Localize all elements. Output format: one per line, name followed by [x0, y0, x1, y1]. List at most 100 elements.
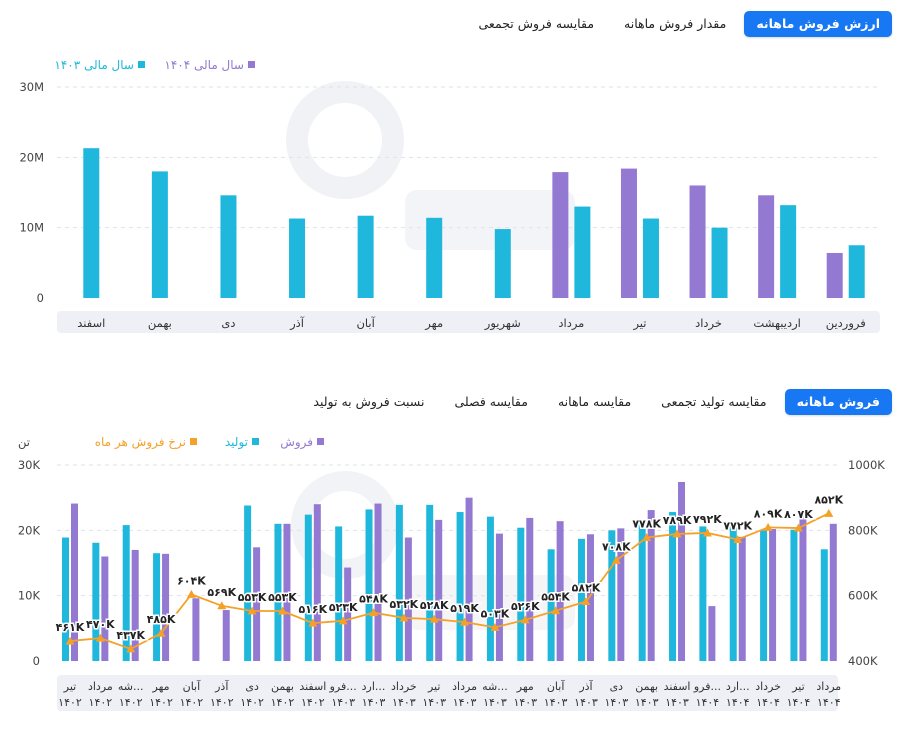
x-tick-year: ۱۴۰۳: [605, 696, 629, 709]
x-tick-label: مرداد: [452, 680, 477, 693]
tab-cumulative-production-comparison[interactable]: مقایسه تولید تجمعی: [661, 394, 767, 409]
production-bar: [669, 512, 677, 661]
x-tick-label: اسفند: [664, 680, 691, 693]
y-tick-label: 0: [37, 291, 44, 305]
x-tick-label: فرو...: [693, 680, 721, 693]
x-tick-label: مهر: [424, 316, 443, 331]
tab-monthly-sales-quantity[interactable]: مقدار فروش ماهانه: [624, 16, 727, 31]
x-tick-year: ۱۴۰۳: [635, 696, 659, 709]
production-bar: [426, 504, 434, 661]
price-data-label: ۵۰۳K: [481, 607, 510, 620]
legend-swatch: [252, 438, 259, 445]
monthly-sales-value-chart: 0 10M 20M 30M فروردین اردیبهشت خرداد تیر مرداد شه…: [19, 58, 880, 333]
x-tick-year: ۱۴۰۲: [210, 696, 234, 709]
tab-seasonal-comparison[interactable]: مقایسه فصلی: [454, 394, 528, 409]
x-tick-year: ۱۴۰۳: [453, 696, 477, 709]
tab-sales-to-production-ratio[interactable]: نسبت فروش به تولید: [313, 394, 425, 409]
price-data-label: ۴۳۷K: [116, 629, 145, 642]
x-tick-label: شه...: [482, 680, 508, 693]
bar-1403: [289, 218, 306, 298]
x-tick-label: خرداد: [391, 680, 417, 693]
legend-swatch: [190, 438, 197, 445]
price-data-label: ۶۰۴K: [177, 574, 206, 587]
x-tick-year: ۱۴۰۳: [331, 696, 355, 709]
tab-monthly-sales[interactable]: فروش ماهانه: [784, 389, 892, 415]
x-tick-label: بهمن: [271, 680, 294, 693]
price-point: [460, 617, 470, 626]
bar-1404: [826, 252, 843, 298]
production-bar: [244, 505, 252, 661]
x-tick-label: آبان: [183, 679, 201, 693]
sales-bar: [586, 534, 594, 661]
x-tick-label: تیر: [632, 316, 646, 331]
tab-monthly-comparison[interactable]: مقایسه ماهانه: [557, 394, 632, 409]
x-tick-year: ۱۴۰۲: [58, 696, 82, 709]
sales-bar: [131, 549, 139, 661]
y2-tick-label: 800K: [848, 523, 878, 537]
sales-bar: [192, 598, 200, 661]
x-tick-label: خرداد: [695, 316, 722, 331]
sales-bar: [799, 514, 807, 661]
y-tick-label: 20M: [19, 150, 44, 164]
production-bar: [820, 549, 828, 661]
sales-bar: [556, 521, 564, 661]
production-bar: [92, 542, 100, 661]
sales-bar: [344, 567, 352, 661]
x-tick-year: ۱۴۰۳: [483, 696, 507, 709]
sales-bar: [617, 528, 625, 661]
price-point: [95, 633, 105, 642]
x-tick-label: ارد...: [726, 680, 750, 693]
price-data-label: ۵۱۶K: [298, 603, 327, 616]
sales-bar: [435, 519, 443, 661]
x-tick-year: ۱۴۰۳: [513, 696, 537, 709]
price-point: [702, 528, 712, 537]
x-tick-label: خرداد: [755, 680, 781, 693]
y-tick-label: 10K: [18, 589, 41, 603]
x-tick-year: ۱۴۰۳: [665, 696, 689, 709]
production-bar: [274, 523, 282, 661]
x-tick-label: مهر: [152, 680, 170, 693]
price-point: [672, 529, 682, 538]
price-data-label: ۷۷۸K: [632, 518, 661, 531]
price-point: [642, 533, 652, 542]
production-bar: [122, 525, 130, 661]
x-tick-label: فروردین: [826, 316, 866, 331]
x-axis-band: [57, 675, 838, 711]
production-bar: [699, 526, 707, 661]
x-tick-label: تیر: [791, 680, 804, 693]
x-tick-year: ۱۴۰۴: [787, 696, 811, 709]
sales-bar: [71, 503, 78, 661]
legend-label: نرخ فروش هر ماه: [95, 435, 186, 450]
sales-bar: [495, 533, 503, 661]
x-tick-label: شهریور: [484, 316, 521, 331]
tab-cumulative-sales-comparison[interactable]: مقایسه فروش تجمعی: [478, 16, 595, 31]
legend-label: فروش: [280, 435, 313, 450]
price-data-label: ۵۱۹K: [450, 602, 479, 615]
bar-1403: [642, 218, 659, 298]
x-tick-label: دی: [610, 680, 624, 693]
bar-1403: [220, 195, 237, 298]
production-bar: [760, 530, 768, 661]
x-tick-label: بهمن: [148, 316, 172, 331]
x-tick-label: آبان: [547, 679, 565, 693]
tab-monthly-sales-value[interactable]: ارزش فروش ماهانه: [744, 11, 892, 37]
bar-1403: [494, 229, 511, 298]
x-tick-label: بهمن: [635, 680, 658, 693]
x-tick-year: ۱۴۰۴: [756, 696, 780, 709]
price-data-label: ۵۳۲K: [390, 598, 419, 611]
sales-bar: [374, 503, 382, 661]
x-tick-label: اردیبهشت: [753, 316, 800, 331]
production-bar: [608, 530, 616, 661]
price-data-label: ۴۸۵K: [147, 613, 176, 626]
sales-bar: [769, 529, 777, 661]
price-data-label: ۷۰۸K: [602, 540, 631, 553]
legend-label: سال مالی ۱۴۰۴: [164, 58, 244, 72]
x-tick-year: ۱۴۰۲: [240, 696, 264, 709]
legend-swatch: [248, 61, 255, 68]
bar-1404: [552, 172, 569, 298]
sales-bar: [162, 553, 170, 661]
price-point: [186, 589, 196, 598]
y-tick-label: 30K: [18, 458, 41, 472]
price-data-label: ۵۵۳K: [268, 591, 297, 604]
